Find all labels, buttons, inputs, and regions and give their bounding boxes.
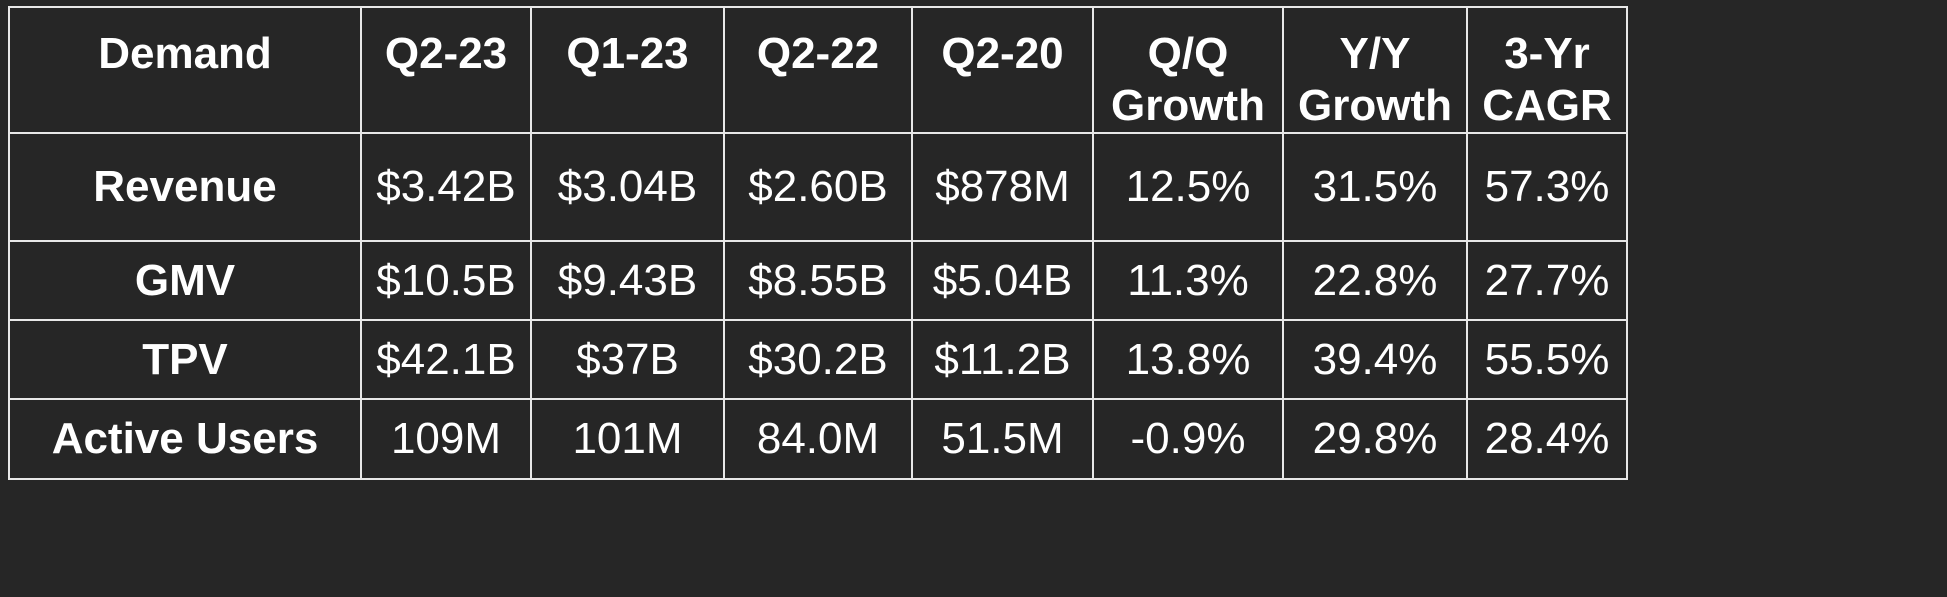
column-header-text: Q2-22	[756, 29, 880, 78]
table-cell: $8.55B	[723, 240, 913, 321]
column-header-text: Q2-20	[941, 29, 1064, 78]
column-header-text: Growth	[1298, 80, 1452, 130]
table-cell: 51.5M	[911, 398, 1094, 480]
table-cell: 28.4%	[1466, 398, 1628, 480]
table-cell: 11.3%	[1092, 240, 1284, 321]
table-cell: 55.5%	[1466, 319, 1628, 400]
table-cell: 22.8%	[1282, 240, 1468, 321]
demand-metrics-table: Demand Q2-23 Q1-23 Q2-22 Q2-20 Q/Q Growth Y/Y Gr…	[8, 6, 1628, 480]
table-cell: 84.0M	[723, 398, 913, 480]
table-cell: -0.9%	[1092, 398, 1284, 480]
table-cell: 12.5%	[1092, 132, 1284, 242]
table-cell: 29.8%	[1282, 398, 1468, 480]
table-cell: $11.2B	[911, 319, 1094, 400]
table-cell: $37B	[530, 319, 725, 400]
row-label: GMV	[8, 240, 362, 321]
table-row: Revenue $3.42B $3.04B $2.60B $878M 12.5% 31.5%…	[8, 132, 1628, 242]
table-cell: 109M	[360, 398, 532, 480]
table-cell: $878M	[911, 132, 1094, 242]
column-header: Q2-22	[723, 6, 913, 134]
column-header-text: Growth	[1111, 80, 1265, 130]
table-cell: 101M	[530, 398, 725, 480]
column-header: Q/Q Growth	[1092, 6, 1284, 134]
table-cell: $30.2B	[723, 319, 913, 400]
table-cell: $3.04B	[530, 132, 725, 242]
table-cell: $9.43B	[530, 240, 725, 321]
row-label: Revenue	[8, 132, 362, 242]
table-cell: $5.04B	[911, 240, 1094, 321]
table-cell: 31.5%	[1282, 132, 1468, 242]
table-cell: 27.7%	[1466, 240, 1628, 321]
table-cell: 39.4%	[1282, 319, 1468, 400]
table-cell: 57.3%	[1466, 132, 1628, 242]
row-label: Active Users	[8, 398, 362, 480]
table-cell: $2.60B	[723, 132, 913, 242]
column-header-text: Q/Q	[1147, 29, 1229, 78]
table-cell: 13.8%	[1092, 319, 1284, 400]
column-header: Demand	[8, 6, 362, 134]
column-header-text: Y/Y	[1339, 29, 1411, 78]
table-row: Active Users 109M 101M 84.0M 51.5M -0.9% 29.8%…	[8, 398, 1628, 480]
column-header: Q2-20	[911, 6, 1094, 134]
column-header: Q1-23	[530, 6, 725, 134]
table-row: TPV $42.1B $37B $30.2B $11.2B 13.8% 39.4% 55.5%	[8, 319, 1628, 400]
table-cell: $3.42B	[360, 132, 532, 242]
column-header: Y/Y Growth	[1282, 6, 1468, 134]
column-header-text: CAGR	[1482, 80, 1612, 130]
table-row: GMV $10.5B $9.43B $8.55B $5.04B 11.3% 22.8% 27.…	[8, 240, 1628, 321]
column-header-text: Q2-23	[384, 29, 508, 78]
table-cell: $42.1B	[360, 319, 532, 400]
column-header-text: Q1-23	[566, 29, 689, 78]
column-header: Q2-23	[360, 6, 532, 134]
table-cell: $10.5B	[360, 240, 532, 321]
table-header-row: Demand Q2-23 Q1-23 Q2-22 Q2-20 Q/Q Growth Y/Y Gr…	[8, 6, 1628, 134]
row-label: TPV	[8, 319, 362, 400]
column-header-text: Demand	[98, 29, 272, 78]
column-header: 3-Yr CAGR	[1466, 6, 1628, 134]
column-header-text: 3-Yr	[1504, 29, 1590, 78]
